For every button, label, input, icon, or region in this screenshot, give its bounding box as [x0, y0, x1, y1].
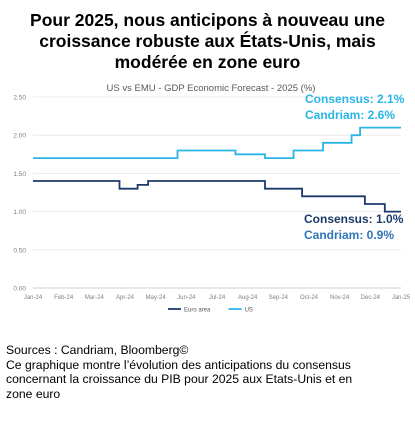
y-tick-label: 1.00	[13, 209, 26, 216]
headline: Pour 2025, nous anticipons à nouveau une…	[0, 10, 415, 73]
footer: Sources : Candriam, Bloomberg© Ce graphi…	[6, 343, 411, 401]
note-line-2: concernant la croissance du PIB pour 202…	[6, 372, 353, 386]
note-line-1: Ce graphique montre l’évolution des anti…	[6, 357, 351, 372]
legend-label-us: US	[245, 307, 253, 313]
us-consensus-annotation: Consensus: 2.1%	[305, 92, 405, 106]
gdp-forecast-chart: US vs EMU - GDP Economic Forecast - 2025…	[13, 83, 411, 313]
y-tick-label: 2.00	[13, 133, 26, 140]
x-tick-label: Feb-24	[54, 295, 74, 301]
series-line-euro-area	[33, 180, 401, 213]
y-axis-tick-labels: 0.00 0.50 1.00 1.50 2.00 2.50	[13, 95, 26, 293]
y-tick-label: 0.50	[13, 247, 26, 254]
sources-line: Sources : Candriam, Bloomberg©	[6, 343, 189, 357]
y-tick-label: 0.00	[13, 286, 26, 293]
x-tick-label: Mar-24	[85, 295, 105, 301]
chart-legend: Euro area US	[168, 307, 253, 313]
x-tick-label: Oct-24	[300, 295, 319, 301]
headline-line-3: modérée en zone euro	[114, 52, 301, 72]
y-tick-label: 2.50	[13, 95, 26, 102]
headline-line-1: Pour 2025, nous anticipons à nouveau une	[30, 10, 385, 30]
x-tick-label: Jul-24	[209, 295, 226, 301]
chart-gridlines	[33, 96, 401, 289]
us-candriam-annotation: Candriam: 2.6%	[305, 108, 396, 122]
series-line-us	[33, 126, 401, 160]
x-tick-label: Jun-24	[177, 295, 196, 301]
chart-title: US vs EMU - GDP Economic Forecast - 2025…	[107, 83, 316, 94]
x-tick-label: Dec-24	[361, 295, 381, 301]
x-tick-label: Sep-24	[269, 295, 289, 301]
x-tick-label: Apr-24	[116, 295, 135, 301]
emu-consensus-annotation: Consensus: 1.0%	[304, 212, 404, 226]
series-lines	[33, 126, 401, 213]
x-tick-label: Jan-25	[392, 295, 411, 301]
emu-candriam-annotation: Candriam: 0.9%	[304, 228, 395, 242]
x-tick-label: May-24	[146, 295, 167, 301]
note-line-3: zone euro	[6, 386, 61, 401]
headline-line-2: croissance robuste aux États-Unis, mais	[39, 31, 376, 51]
x-tick-label: Aug-24	[238, 295, 258, 301]
x-axis-tick-labels: Jan-24 Feb-24 Mar-24 Apr-24 May-24 Jun-24 Jul-…	[24, 295, 411, 301]
x-tick-label: Jan-24	[24, 295, 43, 301]
legend-label-euro-area: Euro area	[184, 307, 211, 313]
x-tick-label: Nov-24	[330, 295, 350, 301]
y-tick-label: 1.50	[13, 171, 26, 178]
